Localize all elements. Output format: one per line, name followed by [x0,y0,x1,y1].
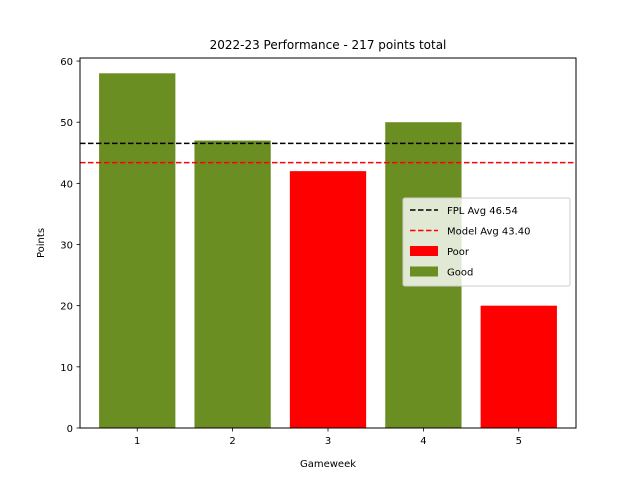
chart-title: 2022-23 Performance - 217 points total [210,38,447,52]
reference-lines-layer [80,142,576,164]
x-axis: 1 2 3 4 5 [134,428,522,447]
y-tick-label: 20 [60,302,73,313]
legend-entry-good-swatch [410,266,438,277]
y-tick-label: 40 [60,179,73,190]
legend: FPL Avg 46.54 Model Avg 43.40 Poor Good [402,197,571,287]
bar-gameweek-5 [480,305,557,428]
bar-gameweek-1 [99,73,176,429]
y-tick-label: 30 [60,241,73,252]
x-tick-label: 3 [325,436,331,447]
x-tick-label: 1 [134,436,140,447]
y-axis: 0 10 20 30 40 50 60 [60,57,80,435]
bar-gameweek-3 [289,171,367,428]
x-tick-label: 4 [420,436,426,447]
legend-box [402,197,571,287]
y-axis-label: Points [36,228,47,258]
x-tick-label: 5 [516,436,522,447]
y-tick-label: 0 [67,424,73,435]
y-tick-label: 60 [60,57,73,68]
y-tick-label: 50 [60,118,73,129]
bars-layer [99,73,557,429]
legend-entry-fpl-avg-label: FPL Avg 46.54 [447,206,518,217]
legend-entry-poor-label: Poor [447,247,470,258]
legend-entry-model-avg-label: Model Avg 43.40 [447,227,531,238]
x-tick-label: 2 [229,436,235,447]
legend-entry-poor-swatch [410,246,438,256]
y-tick-label: 10 [60,363,73,374]
x-axis-label: Gameweek [300,459,356,470]
legend-entry-good-label: Good [447,268,473,279]
bar-gameweek-2 [194,140,271,428]
